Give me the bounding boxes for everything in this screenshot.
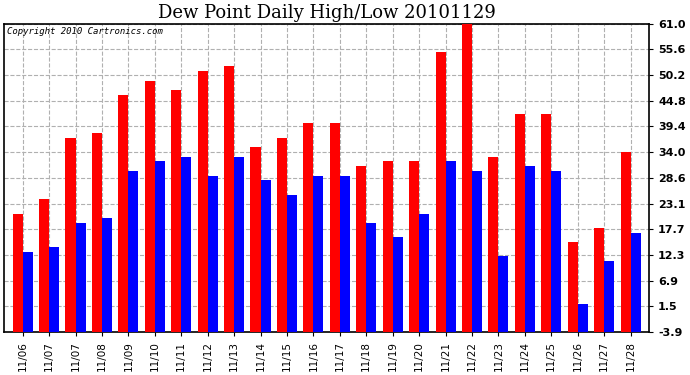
Bar	[92, 133, 102, 332]
Bar	[515, 114, 525, 332]
Bar	[304, 123, 313, 332]
Bar	[145, 81, 155, 332]
Bar	[393, 237, 403, 332]
Bar	[435, 52, 446, 332]
Bar	[39, 200, 49, 332]
Bar	[261, 180, 270, 332]
Bar	[525, 166, 535, 332]
Bar	[128, 171, 139, 332]
Text: Copyright 2010 Cartronics.com: Copyright 2010 Cartronics.com	[8, 27, 164, 36]
Bar	[287, 195, 297, 332]
Bar	[119, 95, 128, 332]
Bar	[604, 261, 614, 332]
Bar	[462, 24, 472, 332]
Bar	[313, 176, 324, 332]
Bar	[277, 138, 287, 332]
Bar	[366, 223, 376, 332]
Bar	[578, 304, 588, 332]
Bar	[23, 252, 32, 332]
Bar	[197, 71, 208, 332]
Bar	[330, 123, 340, 332]
Bar	[620, 152, 631, 332]
Bar	[224, 66, 234, 332]
Bar	[472, 171, 482, 332]
Bar	[208, 176, 218, 332]
Bar	[551, 171, 561, 332]
Bar	[75, 223, 86, 332]
Bar	[181, 157, 191, 332]
Bar	[383, 161, 393, 332]
Bar	[102, 218, 112, 332]
Bar	[340, 176, 350, 332]
Bar	[409, 161, 419, 332]
Bar	[498, 256, 509, 332]
Bar	[489, 157, 498, 332]
Bar	[66, 138, 75, 332]
Bar	[12, 214, 23, 332]
Bar	[446, 161, 455, 332]
Bar	[419, 214, 429, 332]
Bar	[171, 90, 181, 332]
Bar	[250, 147, 261, 332]
Bar	[49, 247, 59, 332]
Bar	[541, 114, 551, 332]
Bar	[155, 161, 165, 332]
Bar	[234, 157, 244, 332]
Bar	[568, 242, 578, 332]
Title: Dew Point Daily High/Low 20101129: Dew Point Daily High/Low 20101129	[158, 4, 495, 22]
Bar	[594, 228, 604, 332]
Bar	[631, 232, 640, 332]
Bar	[356, 166, 366, 332]
